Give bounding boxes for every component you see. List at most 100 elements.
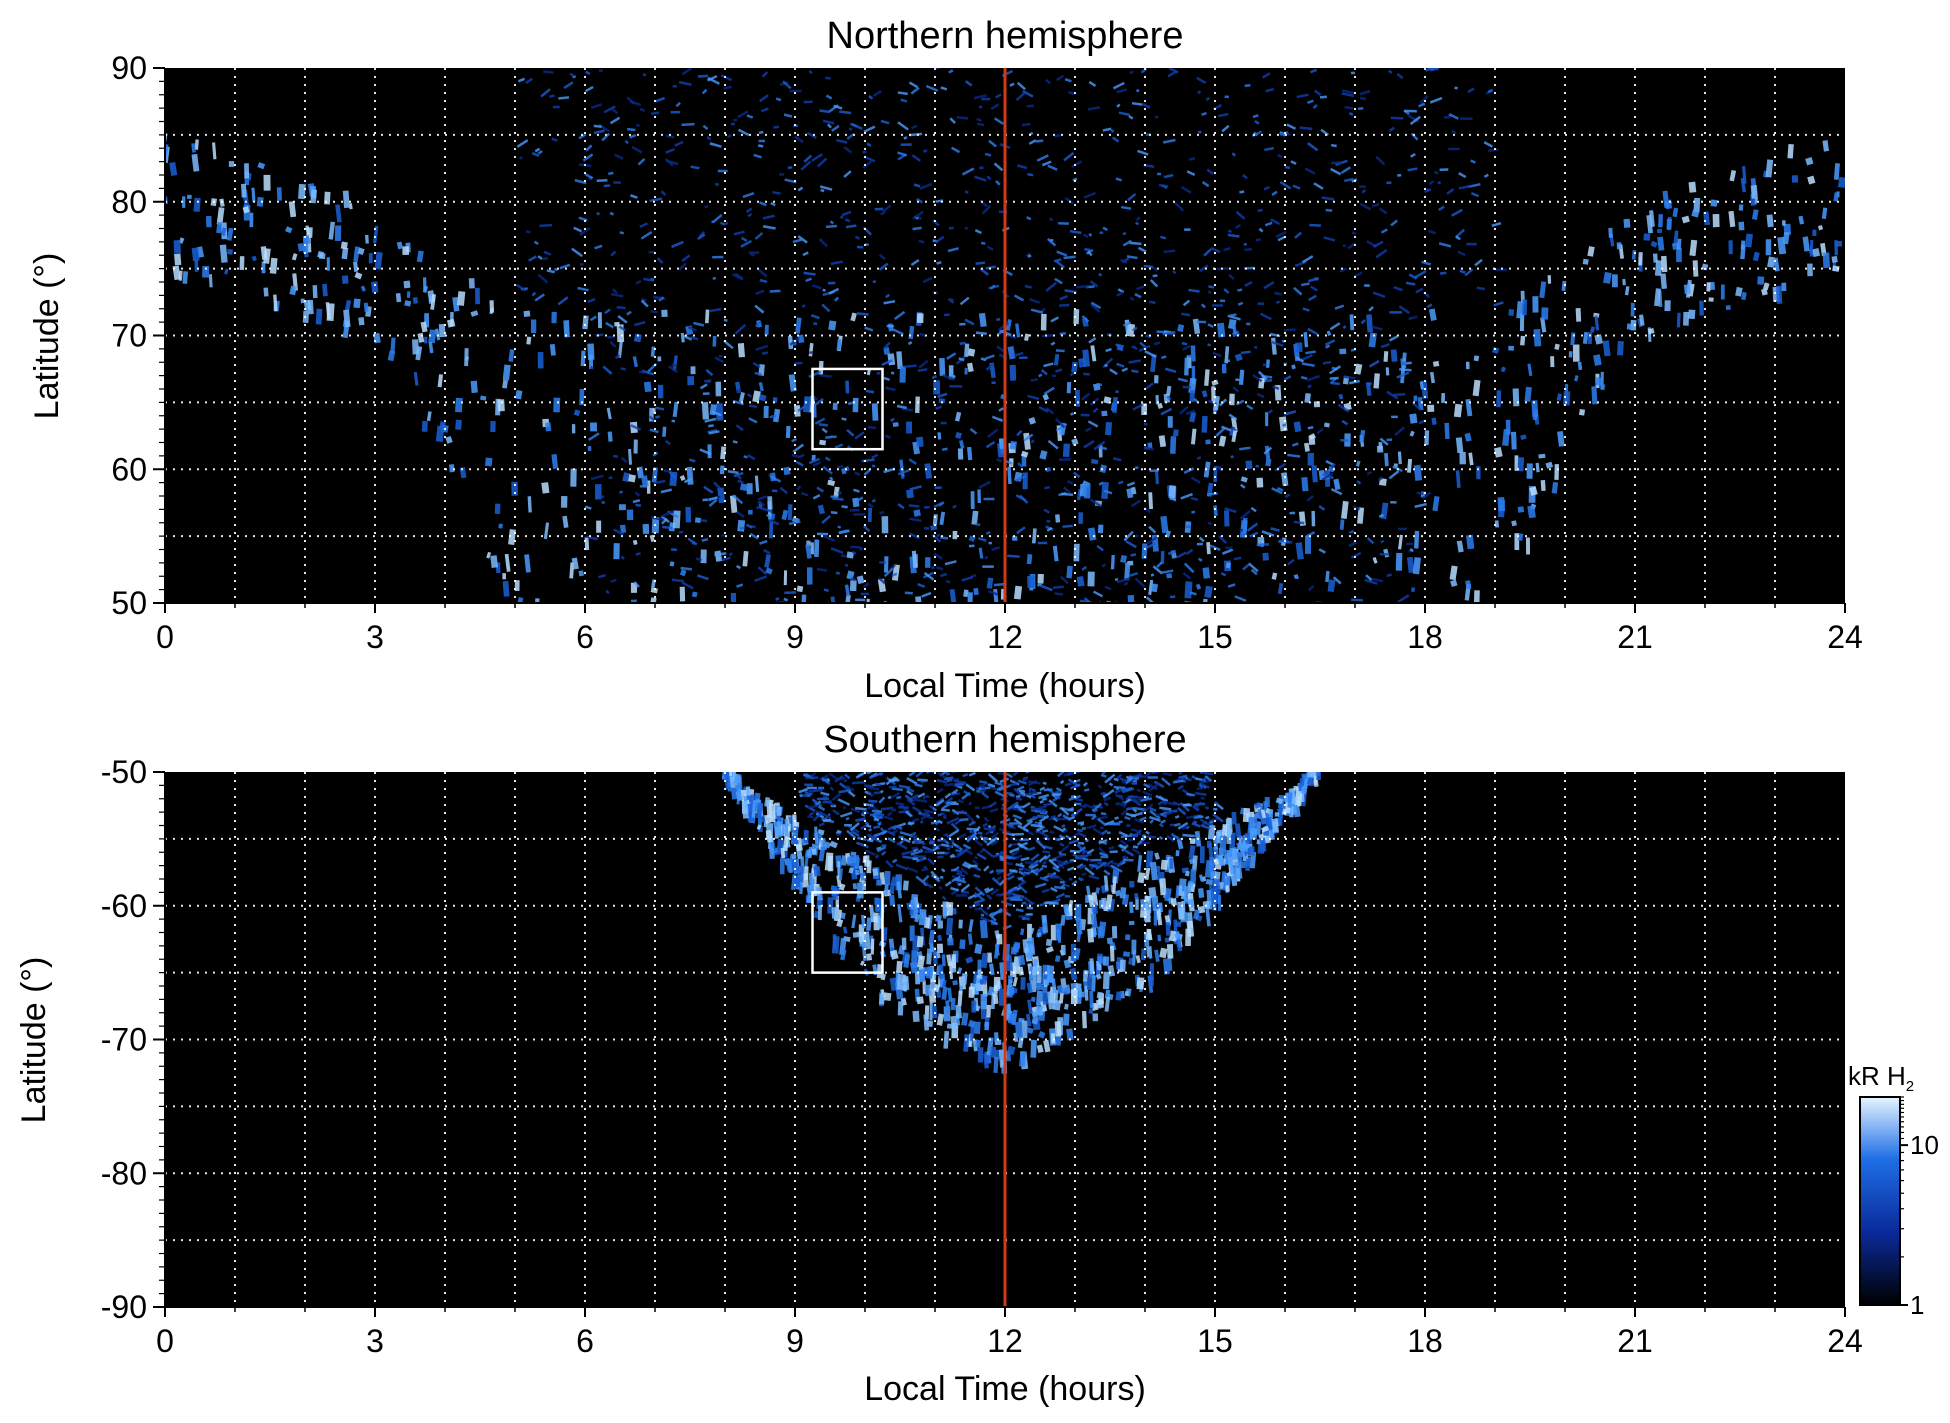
x-tick-label: 18 xyxy=(1407,619,1443,655)
emission-speck xyxy=(907,821,915,826)
emission-speck xyxy=(1291,442,1299,447)
emission-streak xyxy=(950,997,956,1011)
emission-streak xyxy=(263,287,269,297)
emission-speck xyxy=(1030,853,1040,862)
emission-streak xyxy=(412,339,419,355)
emission-speck xyxy=(867,791,874,797)
emission-speck xyxy=(745,523,753,529)
y-tick-label: 50 xyxy=(111,585,147,621)
emission-streak xyxy=(650,346,656,357)
emission-speck xyxy=(1050,341,1056,346)
emission-speck xyxy=(921,867,929,872)
emission-speck xyxy=(976,852,987,861)
emission-speck xyxy=(1038,854,1048,863)
emission-streak xyxy=(1587,246,1595,257)
emission-speck xyxy=(964,812,975,822)
emission-speck xyxy=(864,326,874,332)
emission-speck xyxy=(909,532,920,540)
emission-streak xyxy=(571,557,579,570)
emission-speck xyxy=(838,789,852,794)
emission-streak xyxy=(971,510,979,525)
emission-speck xyxy=(1325,208,1333,212)
emission-speck xyxy=(1364,578,1378,585)
emission-streak xyxy=(360,285,366,292)
emission-streak xyxy=(989,1046,997,1059)
emission-speck xyxy=(626,127,636,132)
emission-speck xyxy=(897,91,908,96)
emission-speck xyxy=(1380,343,1390,349)
emission-speck xyxy=(1271,190,1278,197)
emission-streak xyxy=(896,881,903,899)
emission-speck xyxy=(917,215,922,221)
emission-streak xyxy=(1511,520,1517,527)
emission-speck xyxy=(515,283,527,292)
emission-streak xyxy=(1431,417,1437,426)
emission-streak xyxy=(887,353,896,366)
emission-speck xyxy=(887,837,896,844)
emission-speck xyxy=(1163,800,1177,806)
emission-speck xyxy=(1332,576,1342,585)
emission-streak xyxy=(947,987,953,1003)
emission-speck xyxy=(681,581,694,590)
emission-streak xyxy=(1766,214,1774,228)
emission-speck xyxy=(906,789,914,796)
emission-speck xyxy=(1036,827,1043,832)
emission-speck xyxy=(816,567,828,572)
emission-speck xyxy=(1013,351,1024,357)
emission-streak xyxy=(1643,233,1651,241)
emission-speck xyxy=(1168,68,1179,74)
emission-streak xyxy=(758,381,764,392)
emission-streak xyxy=(1184,870,1190,877)
emission-streak xyxy=(1602,271,1612,284)
emission-speck xyxy=(1131,326,1138,332)
x-tick-label: 3 xyxy=(366,1323,384,1359)
emission-streak xyxy=(1191,855,1198,872)
emission-speck xyxy=(872,280,877,284)
emission-streak xyxy=(1512,388,1520,407)
emission-streak xyxy=(396,241,404,250)
emission-speck xyxy=(935,68,940,70)
emission-streak xyxy=(1631,249,1637,260)
emission-speck xyxy=(1207,521,1213,526)
emission-speck xyxy=(671,363,676,367)
emission-speck xyxy=(671,240,684,249)
emission-speck xyxy=(1148,782,1160,792)
emission-streak xyxy=(1649,210,1655,227)
emission-streak xyxy=(918,969,926,983)
emission-streak xyxy=(860,914,866,929)
emission-streak xyxy=(194,139,199,150)
emission-speck xyxy=(1223,288,1230,294)
emission-speck xyxy=(1185,814,1199,820)
emission-speck xyxy=(883,567,894,578)
emission-speck xyxy=(873,830,887,838)
emission-streak xyxy=(866,953,873,961)
emission-speck xyxy=(1284,493,1291,499)
emission-speck xyxy=(914,783,923,788)
emission-streak xyxy=(839,912,846,920)
emission-speck xyxy=(1081,849,1088,855)
emission-speck xyxy=(619,490,624,494)
emission-speck xyxy=(1143,264,1154,269)
emission-speck xyxy=(1103,489,1113,495)
emission-speck xyxy=(1006,772,1013,779)
emission-speck xyxy=(1429,96,1443,104)
emission-speck xyxy=(1134,577,1146,589)
emission-speck xyxy=(878,253,886,261)
emission-speck xyxy=(1185,548,1194,556)
emission-speck xyxy=(1448,112,1459,120)
emission-speck xyxy=(1394,426,1406,436)
emission-streak xyxy=(1304,393,1311,403)
emission-speck xyxy=(1235,378,1240,382)
emission-speck xyxy=(870,800,875,805)
emission-speck xyxy=(1152,585,1158,590)
emission-streak xyxy=(987,986,996,997)
emission-streak xyxy=(641,475,649,487)
x-tick-label: 24 xyxy=(1827,619,1863,655)
emission-speck xyxy=(1132,829,1143,839)
emission-streak xyxy=(1026,1027,1034,1034)
emission-streak xyxy=(954,411,962,422)
emission-speck xyxy=(880,850,887,856)
emission-speck xyxy=(1156,561,1164,568)
emission-streak xyxy=(497,399,505,412)
emission-streak xyxy=(856,575,865,585)
